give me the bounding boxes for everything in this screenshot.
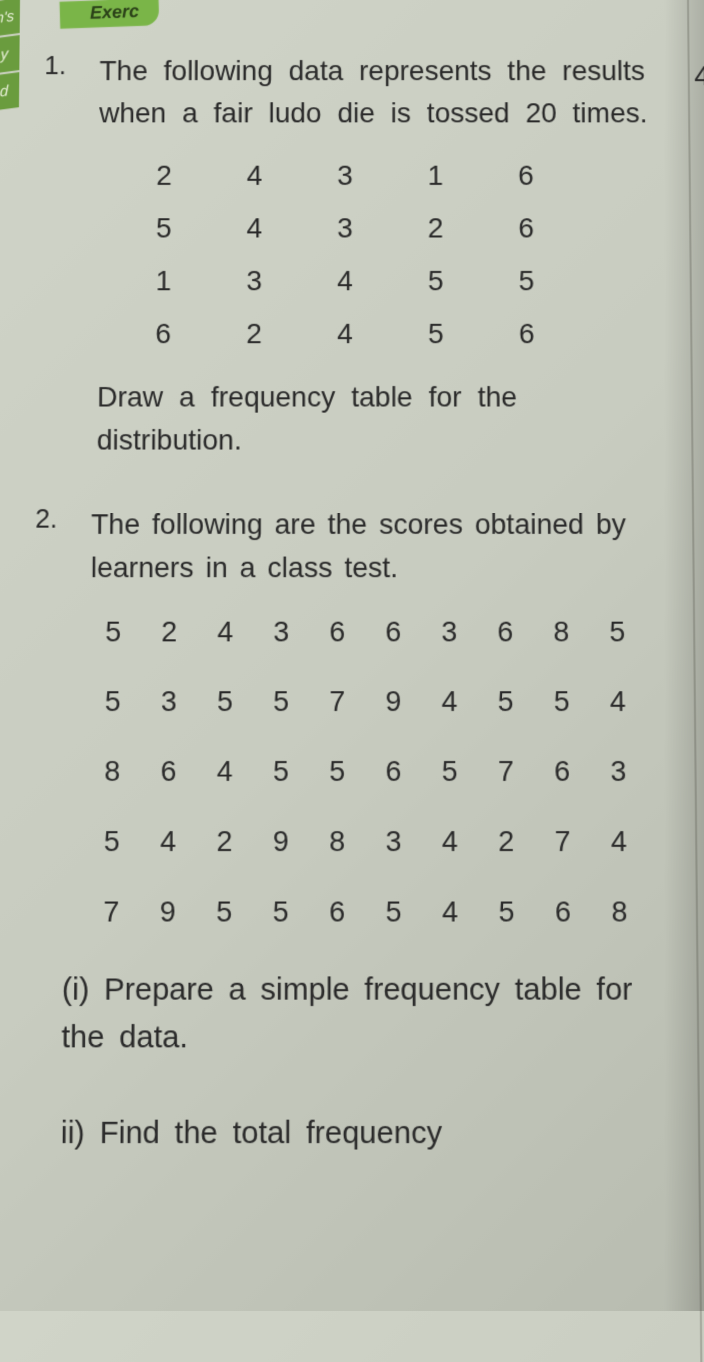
data-cell: 5 <box>196 895 253 929</box>
data-cell: 5 <box>253 685 309 718</box>
data-cell: 6 <box>481 318 572 351</box>
data-cell: 5 <box>253 755 309 788</box>
data-cell: 9 <box>253 825 309 859</box>
data-cell: 2 <box>390 212 481 244</box>
data-cell: 2 <box>119 160 210 192</box>
data-cell: 4 <box>197 755 253 788</box>
question-2: 2. The following are the scores obtained… <box>62 503 682 929</box>
data-cell: 4 <box>422 895 479 929</box>
data-cell: 6 <box>534 755 590 788</box>
data-cell: 5 <box>252 895 309 929</box>
data-cell: 6 <box>118 318 209 351</box>
q1-instruction: Draw a frequency table for the distribut… <box>66 376 678 462</box>
data-cell: 6 <box>309 615 365 648</box>
data-cell: 5 <box>83 825 140 859</box>
tab-1: n's <box>0 0 20 37</box>
data-cell: 4 <box>422 825 478 859</box>
data-cell: 7 <box>478 755 534 788</box>
data-cell: 3 <box>590 755 646 788</box>
data-cell: 6 <box>140 755 196 788</box>
tab-3: d <box>0 72 19 111</box>
data-cell: 4 <box>209 212 300 244</box>
data-cell: 8 <box>309 825 365 859</box>
data-cell: 2 <box>478 825 534 859</box>
data-cell: 5 <box>118 212 209 244</box>
data-cell: 5 <box>85 615 141 648</box>
data-cell: 5 <box>481 265 572 298</box>
data-cell: 3 <box>421 615 477 648</box>
tab-2: y <box>0 35 20 74</box>
data-cell: 5 <box>309 755 365 788</box>
data-cell: 3 <box>253 615 309 648</box>
data-cell: 5 <box>85 685 141 718</box>
data-cell: 5 <box>365 895 421 929</box>
data-cell: 2 <box>196 825 252 859</box>
data-cell: 4 <box>299 318 390 351</box>
data-cell: 4 <box>140 825 197 859</box>
data-cell: 8 <box>533 615 589 648</box>
data-cell: 4 <box>591 825 648 859</box>
q1-text: The following data represents the result… <box>69 50 675 134</box>
data-cell: 6 <box>309 895 365 929</box>
q1-number: 1. <box>44 50 66 81</box>
data-cell: 5 <box>589 615 645 648</box>
data-cell: 6 <box>365 755 421 788</box>
data-cell: 8 <box>84 755 140 788</box>
data-cell: 7 <box>309 685 365 718</box>
q2-number: 2. <box>35 503 57 535</box>
data-cell: 3 <box>209 265 300 298</box>
sub-question-i: (i) Prepare a simple frequency table for… <box>61 966 684 1061</box>
data-cell: 7 <box>534 825 591 859</box>
data-cell: 9 <box>139 895 196 929</box>
data-cell: 4 <box>590 685 646 718</box>
left-margin-tabs: n's y d <box>0 0 20 111</box>
data-cell: 4 <box>300 265 391 298</box>
data-cell: 4 <box>421 685 477 718</box>
q1-data-grid: 24316543261345562456 <box>118 160 678 351</box>
right-page-number: 4 <box>694 60 704 92</box>
data-cell: 3 <box>300 160 391 192</box>
data-cell: 1 <box>118 265 209 298</box>
data-cell: 5 <box>390 265 481 298</box>
data-cell: 3 <box>141 685 197 718</box>
sub-ii-text: ii) Find the total frequency <box>61 1115 443 1150</box>
data-cell: 3 <box>300 212 391 244</box>
data-cell: 1 <box>390 160 481 192</box>
data-cell: 5 <box>478 895 535 929</box>
data-cell: 6 <box>481 212 572 244</box>
data-cell: 3 <box>365 825 421 859</box>
data-cell: 4 <box>209 160 300 192</box>
data-cell: 5 <box>390 318 481 351</box>
data-cell: 5 <box>477 685 533 718</box>
page-content: 1. The following data represents the res… <box>19 50 695 1157</box>
data-cell: 6 <box>481 160 572 192</box>
data-cell: 6 <box>477 615 533 648</box>
data-cell: 6 <box>365 615 421 648</box>
exercise-badge: Exerc <box>60 0 160 29</box>
data-cell: 6 <box>535 895 592 929</box>
textbook-page: n's y d Exerc 4 1. The following data re… <box>0 0 704 1362</box>
data-cell: 5 <box>421 755 477 788</box>
sub-question-ii: ii) Find the total frequency <box>61 1109 685 1157</box>
q2-text: The following are the scores obtained by… <box>65 503 679 590</box>
data-cell: 2 <box>209 318 300 351</box>
sub-i-text: (i) Prepare a simple frequency table for… <box>61 972 632 1055</box>
data-cell: 4 <box>197 615 253 648</box>
q2-data-grid: 5243663685535579455486455657635429834274… <box>83 615 683 928</box>
data-cell: 2 <box>141 615 197 648</box>
data-cell: 7 <box>83 895 140 929</box>
question-1: 1. The following data represents the res… <box>66 50 678 462</box>
data-cell: 8 <box>591 895 648 929</box>
data-cell: 5 <box>197 685 253 718</box>
data-cell: 9 <box>365 685 421 718</box>
data-cell: 5 <box>534 685 590 718</box>
